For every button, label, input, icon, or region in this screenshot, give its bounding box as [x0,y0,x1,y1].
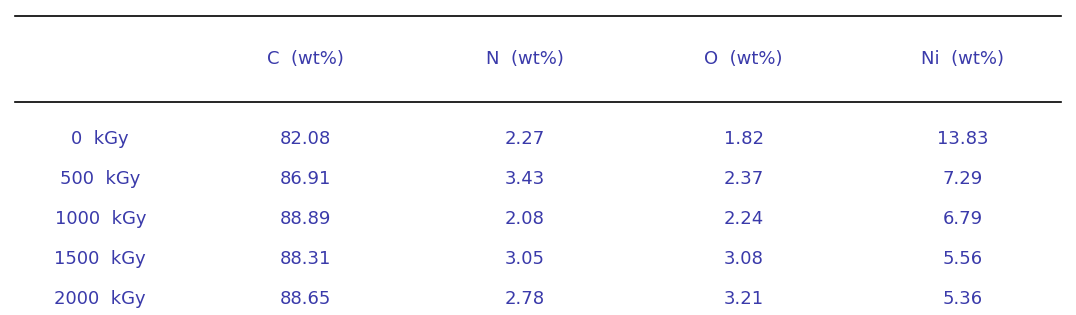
Text: 7.29: 7.29 [943,170,982,188]
Text: 86.91: 86.91 [280,170,331,188]
Text: 3.21: 3.21 [723,289,764,307]
Text: C  (wt%): C (wt%) [267,50,344,68]
Text: 88.31: 88.31 [280,250,331,268]
Text: 2.27: 2.27 [505,130,544,148]
Text: 2.37: 2.37 [723,170,764,188]
Text: 88.89: 88.89 [280,210,331,228]
Text: 0  kGy: 0 kGy [71,130,129,148]
Text: 5.56: 5.56 [943,250,982,268]
Text: O  (wt%): O (wt%) [705,50,782,68]
Text: 3.08: 3.08 [723,250,764,268]
Text: 2.24: 2.24 [723,210,764,228]
Text: Ni  (wt%): Ni (wt%) [921,50,1004,68]
Text: 500  kGy: 500 kGy [60,170,141,188]
Text: 2.08: 2.08 [505,210,544,228]
Text: 1.82: 1.82 [723,130,764,148]
Text: 2000  kGy: 2000 kGy [55,289,146,307]
Text: 2.78: 2.78 [505,289,544,307]
Text: 5.36: 5.36 [943,289,982,307]
Text: 3.43: 3.43 [505,170,544,188]
Text: 1000  kGy: 1000 kGy [55,210,146,228]
Text: 88.65: 88.65 [280,289,331,307]
Text: 3.05: 3.05 [505,250,544,268]
Text: 82.08: 82.08 [280,130,331,148]
Text: 6.79: 6.79 [943,210,982,228]
Text: N  (wt%): N (wt%) [485,50,564,68]
Text: 13.83: 13.83 [936,130,988,148]
Text: 1500  kGy: 1500 kGy [55,250,146,268]
